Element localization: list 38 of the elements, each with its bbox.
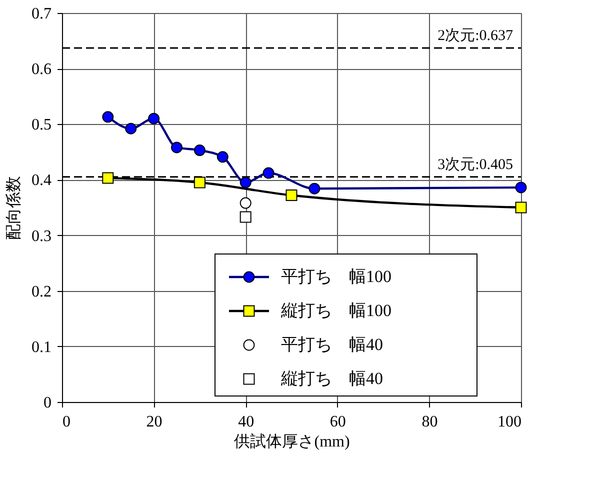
y-tick-label: 0.4 [32,172,52,190]
y-tick-label: 0 [44,394,52,412]
point [240,176,252,188]
point [515,202,527,214]
legend-label: 平打ち 幅100 [281,267,392,286]
ref-line-label: 3次元:0.405 [438,156,513,173]
y-tick-label: 0.2 [32,283,52,300]
x-tick-label: 0 [62,414,70,430]
point [125,122,137,134]
point [171,142,182,154]
y-tick-label: 0.5 [32,116,52,134]
legend-label: 平打ち 幅40 [281,335,383,354]
point [262,167,274,179]
point [194,144,206,156]
point [240,197,252,209]
point [194,176,206,188]
point [216,151,228,163]
point [102,111,114,123]
x-tick-label: 40 [238,414,254,430]
x-axis-title: 供試体厚さ(mm) [234,432,350,450]
x-tick-label: 100 [498,414,522,430]
legend-label: 縦打ち 幅100 [280,301,392,320]
y-tick-label: 0.1 [32,338,52,356]
ref-line-label: 2次元:0.637 [438,28,514,44]
x-tick-label: 20 [146,414,162,430]
x-tick-label: 80 [422,414,438,430]
y-tick-label: 0.6 [32,61,52,78]
x-tick-label: 60 [330,414,346,430]
legend-label: 縦打ち 幅40 [280,369,383,388]
point [515,182,527,194]
point [240,211,252,223]
point [286,190,298,202]
point [148,112,160,124]
point [308,182,320,194]
y-tick-label: 0.3 [32,228,52,245]
y-axis-title: 配向係数 [4,176,22,240]
point [102,172,114,184]
y-tick-label: 0.7 [32,6,52,22]
